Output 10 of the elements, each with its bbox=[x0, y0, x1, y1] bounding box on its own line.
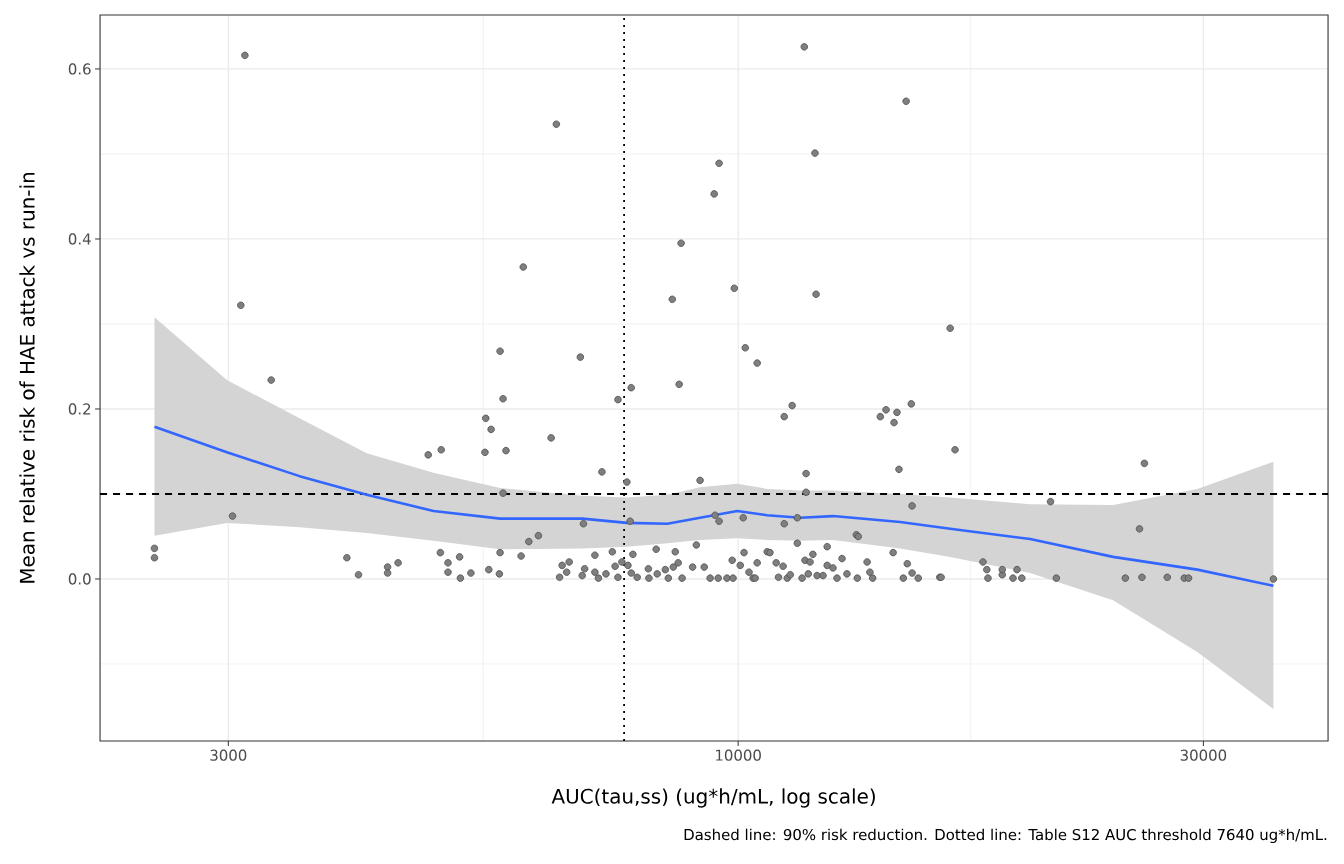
y-tick-label: 0.6 bbox=[68, 63, 91, 75]
x-axis-title: AUC(tau,ss) (ug*h/mL, log scale) bbox=[551, 788, 875, 808]
y-axis-title: Mean relative risk of HAE attack vs run-in bbox=[19, 172, 35, 583]
y-tick-label: 0.2 bbox=[68, 403, 91, 415]
x-tick-label: 30000 bbox=[1180, 749, 1227, 761]
x-tick-label: 10000 bbox=[716, 749, 761, 761]
x-tick-label: 3000 bbox=[210, 749, 247, 761]
y-tick-label: 0.4 bbox=[68, 233, 91, 245]
text: Dashed line: 90% risk reduction. Dotted line: Table S12 AUC threshold 7640 ug*h/mL. bbox=[684, 828, 1327, 844]
y-tick-label: 0.0 bbox=[68, 573, 91, 585]
